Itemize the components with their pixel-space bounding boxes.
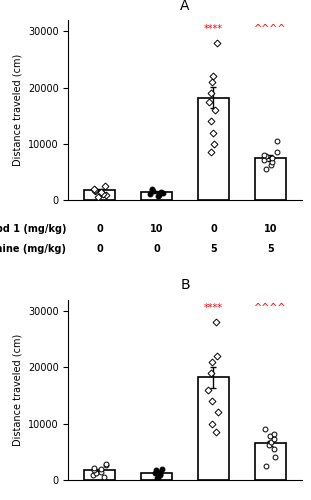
Bar <box>141 192 172 200</box>
Text: cpd 1 (mg/kg): cpd 1 (mg/kg) <box>0 224 66 234</box>
Text: ****: **** <box>204 24 223 34</box>
Text: 0: 0 <box>210 224 217 234</box>
Y-axis label: Distance traveled (cm): Distance traveled (cm) <box>12 334 22 446</box>
Text: ^^^^: ^^^^ <box>254 303 287 313</box>
Bar <box>141 473 172 480</box>
Text: 10: 10 <box>150 224 163 234</box>
Y-axis label: Distance traveled (cm): Distance traveled (cm) <box>12 54 22 166</box>
Text: A: A <box>180 0 190 13</box>
Text: 0: 0 <box>96 224 103 234</box>
Text: amphetamine (mg/kg): amphetamine (mg/kg) <box>0 244 66 254</box>
Text: 0: 0 <box>153 244 160 254</box>
Bar <box>198 98 229 200</box>
Text: 5: 5 <box>267 244 274 254</box>
Bar <box>255 444 286 480</box>
Bar <box>198 378 229 480</box>
Text: 0: 0 <box>96 244 103 254</box>
Text: ****: **** <box>204 303 223 313</box>
Text: 5: 5 <box>210 244 217 254</box>
Bar <box>84 470 115 480</box>
Bar <box>255 158 286 200</box>
Text: B: B <box>180 278 190 292</box>
Bar <box>84 190 115 200</box>
Text: 10: 10 <box>264 224 277 234</box>
Text: ^^^^: ^^^^ <box>254 24 287 34</box>
